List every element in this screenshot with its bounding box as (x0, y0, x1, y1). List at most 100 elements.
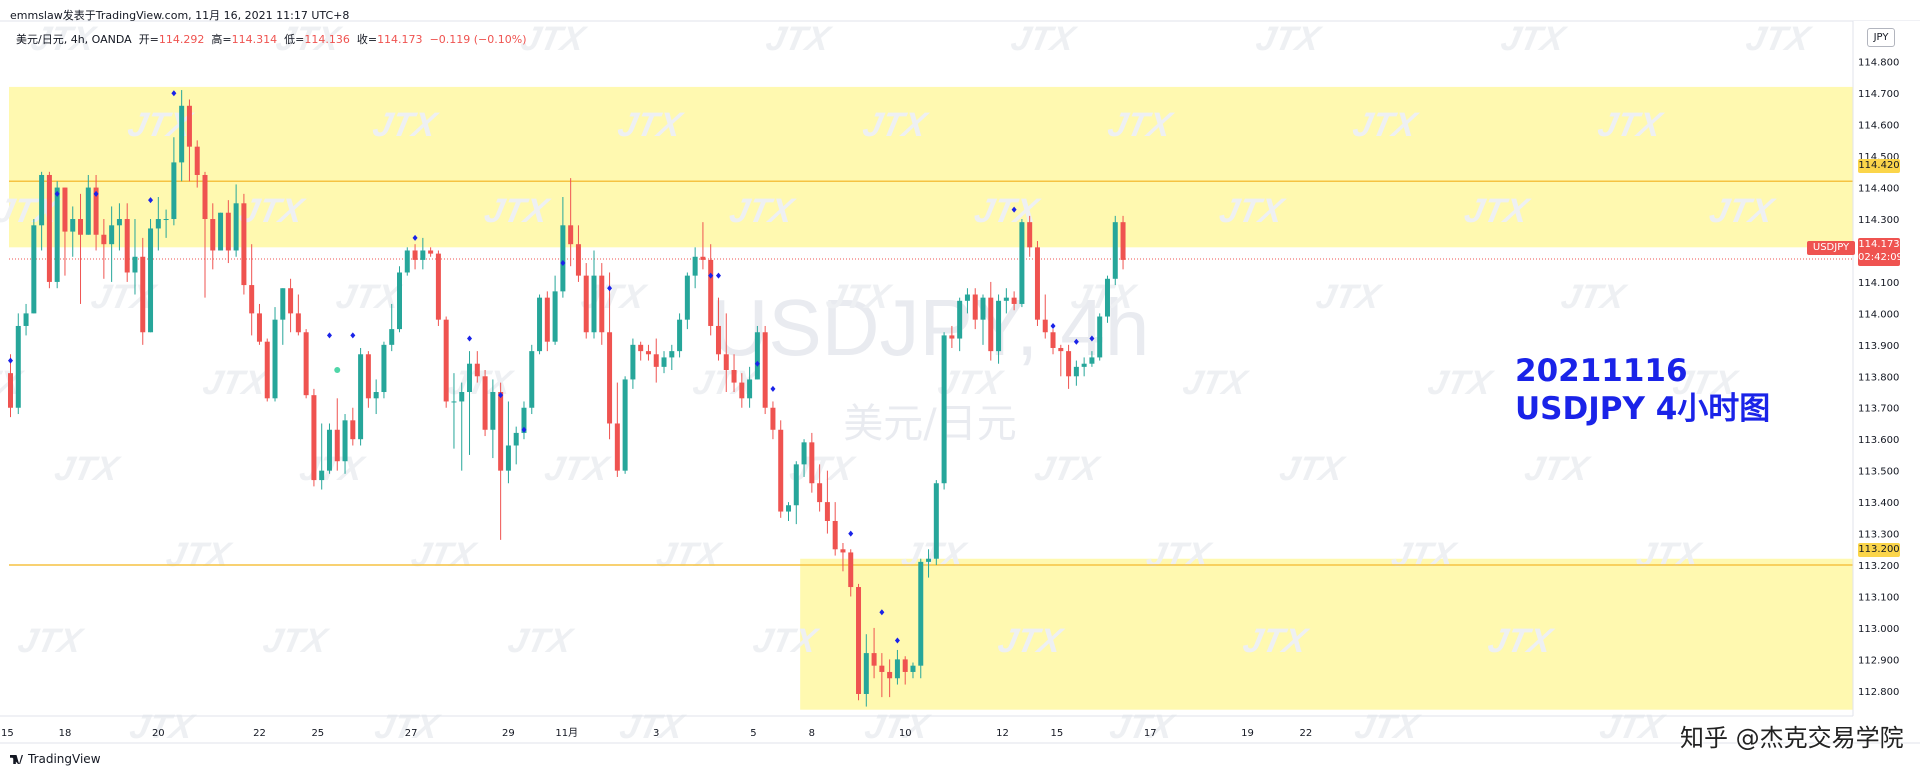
supply-zone (9, 86, 1853, 248)
time-tick-label: 18 (59, 728, 72, 739)
candle-down (1042, 319, 1048, 333)
watermark-logo: JTX (51, 450, 123, 488)
watermark-logo: JTX (763, 20, 835, 58)
candle-down (428, 250, 434, 254)
candle-up (163, 219, 169, 221)
watermark-logo: JTX (541, 450, 613, 488)
demand-zone (800, 558, 1854, 710)
signal-marker (708, 272, 714, 279)
time-tick-label: 15 (1, 728, 14, 739)
candle-up (1073, 366, 1079, 377)
candle-up (148, 228, 154, 333)
watermark-logo: JTX (163, 536, 235, 574)
publish-info: emmslaw发表于TradingView.com, 11月 16, 2021 … (10, 7, 349, 23)
price-tick-label: 114.000 (1858, 309, 1899, 320)
candle-down (46, 174, 52, 282)
candle-up (793, 464, 799, 506)
time-tick-label: 15 (1051, 728, 1064, 739)
watermark-logo: JTX (236, 192, 308, 230)
candle-down (78, 219, 84, 235)
annotation-title: USDJPY 4小时图 (1515, 391, 1771, 427)
watermark-logo: JTX (1008, 20, 1080, 58)
candle-up (171, 162, 177, 220)
watermark-logo: JTX (859, 106, 931, 144)
watermark-logo: JTX (578, 278, 650, 316)
candle-down (474, 363, 480, 377)
watermark-logo: JTX (1253, 20, 1325, 58)
signal-marker (770, 385, 776, 392)
candle-down (723, 354, 729, 370)
watermark-logo: JTX (15, 622, 87, 660)
price-tick-label: 113.600 (1858, 435, 1899, 446)
price-tick-label: 113.700 (1858, 404, 1899, 415)
signal-marker (715, 272, 721, 279)
watermark-logo: JTX (369, 106, 441, 144)
time-tick-label: 20 (152, 728, 165, 739)
candle-down (93, 187, 99, 235)
price-tick-label: 114.600 (1858, 121, 1899, 132)
candle-down (256, 313, 262, 342)
candle-down (482, 376, 488, 430)
signal-marker (54, 190, 60, 197)
candle-up (467, 363, 473, 393)
price-tick-label: 113.400 (1858, 498, 1899, 509)
watermark-logo: JTX (861, 708, 933, 746)
candle-down (311, 395, 317, 481)
candle-down (568, 225, 574, 245)
candle-up (233, 203, 239, 251)
candle-up (451, 401, 457, 403)
candle-down (731, 370, 737, 383)
candle-up (910, 665, 916, 672)
candle-down (443, 319, 449, 402)
candle-up (964, 294, 970, 301)
tradingview-logo[interactable]: TradingView (10, 752, 101, 766)
watermark-logo: JTX (1706, 192, 1778, 230)
watermark-logo: JTX (823, 278, 895, 316)
close-label: 收= (356, 33, 378, 46)
watermark-logo: JTX (1180, 364, 1252, 402)
candle-up (801, 442, 807, 465)
candle-down (350, 420, 356, 440)
candle-up (70, 219, 76, 232)
watermark-logo: JTX (726, 192, 798, 230)
candle-up (23, 313, 29, 326)
time-tick-label: 10 (899, 728, 912, 739)
candle-down (544, 297, 550, 342)
candle-up (85, 187, 91, 235)
signal-marker (607, 285, 613, 292)
candle-down (715, 325, 721, 355)
signal-marker (1050, 322, 1056, 329)
candle-down (770, 407, 776, 430)
watermark-logo: JTX (481, 192, 553, 230)
price-tick-label: 114.500 (1858, 152, 1899, 163)
candle-down (241, 203, 247, 286)
watermark-logo: JTX (1633, 536, 1705, 574)
watermark-logo: JTX (1521, 450, 1593, 488)
watermark-logo: JTX (1594, 106, 1666, 144)
candle-down (210, 219, 216, 251)
watermark-logo: JTX (1596, 708, 1668, 746)
watermark-logo: JTX (518, 20, 590, 58)
watermark-logo: JTX (935, 364, 1007, 402)
time-tick-label: 25 (311, 728, 324, 739)
candle-down (101, 234, 107, 245)
signal-marker (467, 335, 473, 342)
time-tick-label: 27 (405, 728, 418, 739)
candle-up (747, 379, 753, 399)
currency-unit-button[interactable]: JPY (1867, 28, 1895, 47)
candle-up (661, 357, 667, 367)
candle-up (1003, 297, 1009, 301)
candle-up (272, 319, 278, 399)
candle-down (856, 587, 862, 694)
signal-marker (412, 234, 418, 241)
watermark-logo: JTX (1240, 622, 1312, 660)
candle-up (319, 470, 325, 481)
candle-down (832, 520, 838, 550)
watermark-logo: JTX (1313, 278, 1385, 316)
source-credit: 知乎 @杰克交易学院 (1680, 724, 1904, 752)
candle-down (809, 442, 815, 484)
level-badge-upper: 114.420 (1858, 159, 1900, 173)
candle-up (622, 379, 628, 471)
